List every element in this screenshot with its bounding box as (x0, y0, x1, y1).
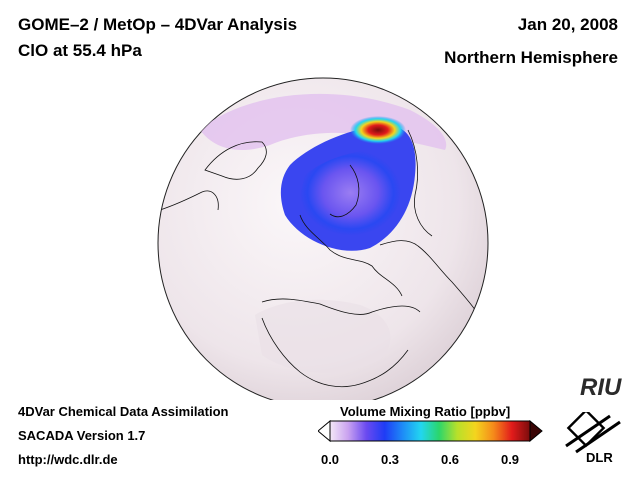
footer-url[interactable]: http://wdc.dlr.de (18, 452, 118, 467)
colorbar-title: Volume Mixing Ratio [ppbv] (340, 404, 511, 419)
map-title: GOME–2 / MetOp – 4DVar Analysis (18, 15, 298, 34)
dlr-logo-text: DLR (586, 450, 613, 465)
arctic-islands (329, 164, 360, 218)
colorbar-tick: 0.9 (500, 452, 520, 467)
riu-logo: RIU (580, 374, 622, 401)
colorbar-tick: 0.0 (320, 452, 340, 467)
dlr-logo-icon (565, 412, 621, 454)
hemisphere-label: Northern Hemisphere (444, 48, 618, 67)
colorbar-tick: 0.6 (440, 452, 460, 467)
globe-map (157, 77, 489, 400)
siberia-coast (407, 129, 433, 237)
africa-region (255, 299, 391, 373)
colorbar-tick: 0.3 (380, 452, 400, 467)
map-date: Jan 20, 2008 (517, 15, 618, 34)
coastlines (159, 129, 487, 388)
greenland-coast (204, 141, 267, 180)
map-subtitle: ClO at 55.4 hPa (18, 41, 142, 60)
footer-line1: 4DVar Chemical Data Assimilation (18, 404, 229, 419)
colorbar-gradient (329, 420, 531, 442)
russia-coast (379, 240, 487, 327)
footer-line2: SACADA Version 1.7 (18, 428, 146, 443)
colorbar-min-arrow (318, 420, 331, 442)
clo-maximum (350, 116, 406, 144)
canada-coast (159, 190, 219, 211)
africa-coast (261, 317, 409, 388)
vortex-core (300, 149, 402, 236)
colorbar (318, 420, 543, 442)
mediterranean-coast (261, 298, 421, 315)
colorbar-max-arrow (529, 420, 543, 442)
scandinavia-coast (299, 214, 403, 297)
clo-field (200, 93, 447, 373)
